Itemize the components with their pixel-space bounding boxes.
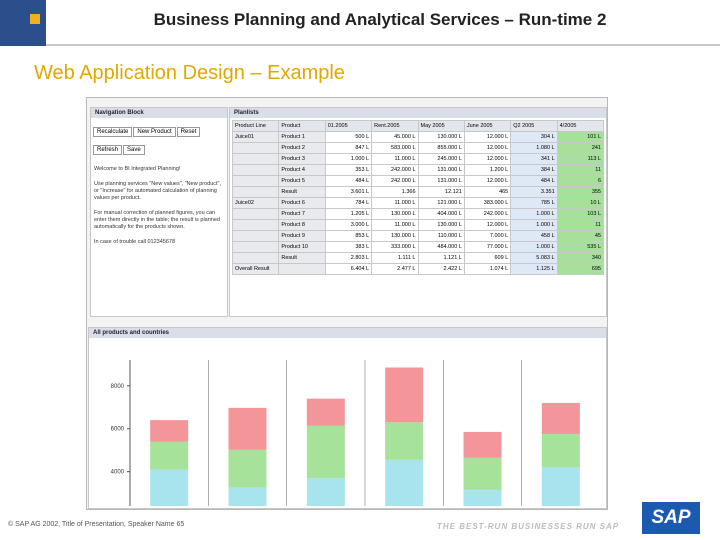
table-cell: Product 2 [278,142,326,154]
paragraph: Welcome to BI Integrated Planning! [94,166,181,172]
table-cell: 12.121 [417,186,465,198]
table-cell: 1.000 L [510,241,558,253]
bar-segment [228,407,267,450]
panel-title: Navigation Block [91,108,227,118]
table-cell: Juice02 [231,197,280,209]
table-cell: Product 3 [278,153,326,165]
header-block [0,0,46,46]
table-cell: 2.422 L [417,263,465,275]
planlist-block: Planlists Product Line Product 01.2005 Rent… [229,107,607,317]
bar-segment [228,487,267,506]
y-tick-label: 4000 [111,470,125,476]
table-row: Product 8 3.000 L 11.000 L 130.000 L 12.000 … [231,219,605,231]
table-row: Product 5 484 L 242.000 L 131.000 L 12.000 L… [231,175,605,187]
footer-slogan: THE BEST-RUN BUSINESSES RUN SAP [437,522,620,531]
button[interactable]: New Product [133,127,176,137]
table-row: Overall Result 6.404 L 2.477 L 2.422 L 1.074… [231,263,605,275]
table-row: Juice02 Product 6 784 L 11.000 L 121.000 L 38… [231,197,605,209]
paragraph: For manual correction of planned figures… [94,210,220,230]
bar-segment [306,398,345,426]
text-block: Welcome to BI Integrated Planning! Use pl… [91,166,227,246]
slide-title: Business Planning and Analytical Service… [153,10,607,29]
bar-segment [541,402,580,435]
button[interactable]: Refresh [93,145,123,155]
bar-segment [463,489,502,506]
button-bar: Recalculate New Product Reset Refresh Save [91,118,227,158]
bar-segment [150,469,189,506]
footer-copyright: © SAP AG 2002, Title of Presentation, Sp… [8,521,185,528]
bar-segment [150,420,189,442]
y-tick-label: 8000 [111,384,125,390]
bar-segment [306,478,345,506]
table-cell: 695 [556,263,605,275]
table-row: Juice01 Product 1 500 L 45.000 L 130.000 L 12… [231,131,605,143]
planlist-table: Product Line Product 01.2005 Rent.2005 May 2… [231,120,605,275]
bar-segment [385,422,424,460]
bars [150,367,580,506]
table-cell: Overall Result [231,263,280,275]
table-cell: 113 L [556,153,605,165]
table-cell: 340 [556,252,605,264]
header-square [30,14,40,24]
button[interactable]: Save [123,145,145,155]
paragraph: Use planning services "New values", "New… [94,181,222,201]
table-cell: 853 L [324,230,373,242]
bar-segment [541,467,580,506]
bar-segment [463,431,502,458]
column-header: 4/2005 [556,120,605,132]
sap-logo: SAP [642,502,700,534]
bar-segment [541,434,580,468]
paragraph: In case of trouble call 012345678 [94,239,176,245]
slide-subtitle: Web Application Design – Example [34,62,345,84]
table-cell: 6.404 L [324,263,373,275]
table-cell: 1.125 L [510,263,558,275]
bar-segment [228,449,267,488]
button[interactable]: Recalculate [93,127,133,137]
table-cell [278,263,326,275]
table-cell: 11.000 L [371,153,419,165]
bar-segment [150,441,189,470]
header-rule [46,44,720,46]
table-cell: 103 L [556,208,605,220]
button[interactable]: Reset [176,127,201,137]
table-cell: 45 [556,230,605,242]
y-tick-label: 6000 [111,427,125,433]
table-row: Product 7 1.205 L 130.000 L 404.000 L 242.00… [231,208,605,220]
bar-segment [306,425,345,479]
panel-title: All products and countries [89,328,606,338]
table-cell: 130.000 L [371,230,419,242]
bar-segment [385,459,424,506]
plot: 4000 6000 8000 [111,360,580,506]
navigation-block: Navigation Block Recalculate New Product R… [90,107,228,317]
bar-segment [385,367,424,423]
panel-title: Planlists [230,108,606,118]
bar-segment [463,457,502,490]
